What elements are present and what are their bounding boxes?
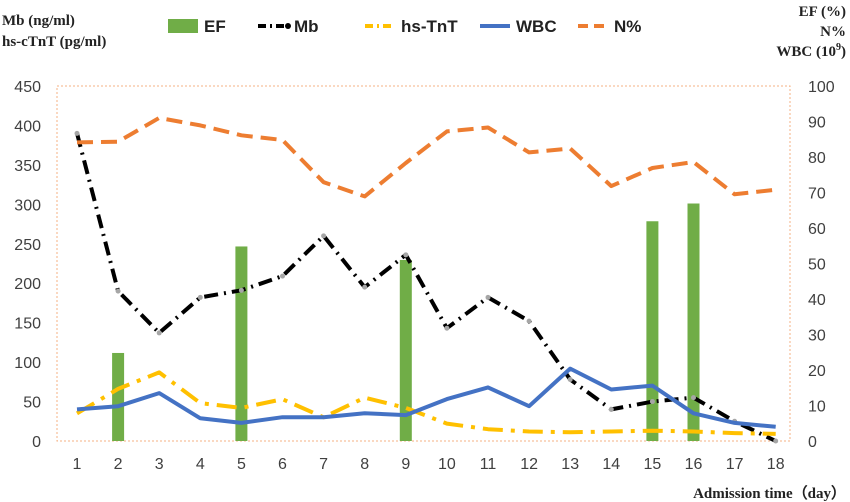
right-tick-label: 70 [808, 186, 826, 203]
legend-label-mb: Mb [294, 17, 319, 36]
left-axis-title-line2: hs-cTnT (pg/ml) [2, 34, 106, 50]
x-axis-ticks: 1 2 3 4 5 6 7 8 9 10 11 12 13 14 15 16 17 18 [73, 456, 785, 473]
mb-line [75, 132, 777, 443]
right-tick-label: 80 [808, 150, 826, 167]
n--line [76, 115, 776, 199]
series-lines [74, 115, 779, 444]
hs-tnt-line [75, 370, 776, 436]
right-axis-title-wbc: WBC (10 [776, 44, 836, 60]
mb-point [444, 325, 450, 331]
left-tick-label: 400 [14, 118, 41, 135]
mb-point [238, 287, 244, 293]
ef-bar [687, 203, 700, 441]
right-tick-label: 90 [808, 115, 826, 132]
left-tick-label: 100 [14, 355, 41, 372]
x-tick-label: 3 [155, 456, 164, 473]
mb-point [691, 395, 696, 401]
right-tick-label: 50 [808, 257, 826, 274]
right-tick-label: 40 [808, 292, 826, 309]
mb-point [526, 318, 532, 324]
x-tick-label: 18 [767, 456, 785, 473]
right-axis-title-exponent: 9 [836, 42, 841, 53]
right-tick-label: 100 [808, 79, 835, 96]
right-tick-label: 10 [808, 399, 826, 416]
x-axis-title: Admission time（day） [693, 484, 846, 502]
legend-label-n-: N% [614, 17, 641, 36]
x-tick-label: 6 [278, 456, 287, 473]
mb-point [280, 273, 285, 279]
mb-point [321, 233, 327, 239]
x-tick-label: 4 [196, 456, 205, 473]
x-tick-label: 12 [520, 456, 538, 473]
plot-area-border [56, 85, 791, 442]
left-tick-label: 200 [14, 276, 41, 293]
x-tick-label: 2 [114, 456, 123, 473]
ef-bar [235, 246, 248, 441]
legend: EF Mb hs-TnT WBC N% [168, 17, 641, 36]
mb-point [773, 438, 779, 444]
x-tick-label: 17 [726, 456, 744, 473]
ef-bar [399, 259, 412, 441]
x-tick-label: 1 [73, 456, 82, 473]
mb-point [485, 294, 491, 300]
x-tick-label: 7 [319, 456, 328, 473]
legend-marker-mb [285, 23, 291, 29]
ef-bars [112, 203, 700, 441]
mb-point [74, 130, 80, 136]
mb-point [649, 399, 655, 405]
mb-point [156, 330, 162, 336]
legend-label-ef: EF [204, 17, 226, 36]
left-tick-label: 450 [14, 79, 41, 96]
mb-point [567, 376, 573, 382]
right-axis-title-line1: EF (%) [799, 4, 846, 20]
mb-point [362, 284, 368, 290]
x-tick-label: 10 [438, 456, 456, 473]
x-tick-label: 11 [480, 456, 497, 473]
left-tick-label: 300 [14, 197, 41, 214]
right-tick-label: 0 [808, 434, 817, 451]
right-axis-title-line3: WBC (109) [776, 42, 846, 60]
mb-point [115, 288, 121, 294]
left-axis-title-line1: Mb (ng/ml) [2, 13, 75, 29]
x-tick-label: 14 [602, 456, 620, 473]
x-tick-label: 16 [685, 456, 703, 473]
legend-label-hs-tnt: hs-TnT [401, 17, 458, 36]
legend-swatch-ef [168, 19, 198, 33]
left-tick-label: 150 [14, 316, 41, 333]
wbc-line [76, 366, 776, 429]
mb-point [197, 294, 203, 300]
ef-bar [646, 221, 659, 441]
right-tick-label: 60 [808, 221, 826, 238]
x-tick-label: 8 [360, 456, 369, 473]
left-axis-ticks: 0 50 100 150 200 250 300 350 400 450 [14, 79, 41, 451]
right-axis-title-close: ) [841, 44, 846, 60]
mb-point [403, 252, 409, 258]
left-tick-label: 250 [14, 237, 41, 254]
x-tick-label: 5 [237, 456, 246, 473]
left-tick-label: 50 [23, 395, 41, 412]
left-tick-label: 0 [32, 434, 41, 451]
x-tick-label: 15 [644, 456, 662, 473]
right-tick-label: 30 [808, 328, 826, 345]
x-tick-label: 9 [401, 456, 410, 473]
mb-point [608, 406, 614, 412]
left-tick-label: 350 [14, 158, 41, 175]
right-axis-ticks: 0 10 20 30 40 50 60 70 80 90 100 [808, 79, 835, 451]
right-axis-title-line2: N% [820, 24, 846, 40]
ef-bar [112, 352, 125, 441]
x-tick-label: 13 [561, 456, 579, 473]
right-tick-label: 20 [808, 363, 826, 380]
legend-label-wbc: WBC [516, 17, 557, 36]
